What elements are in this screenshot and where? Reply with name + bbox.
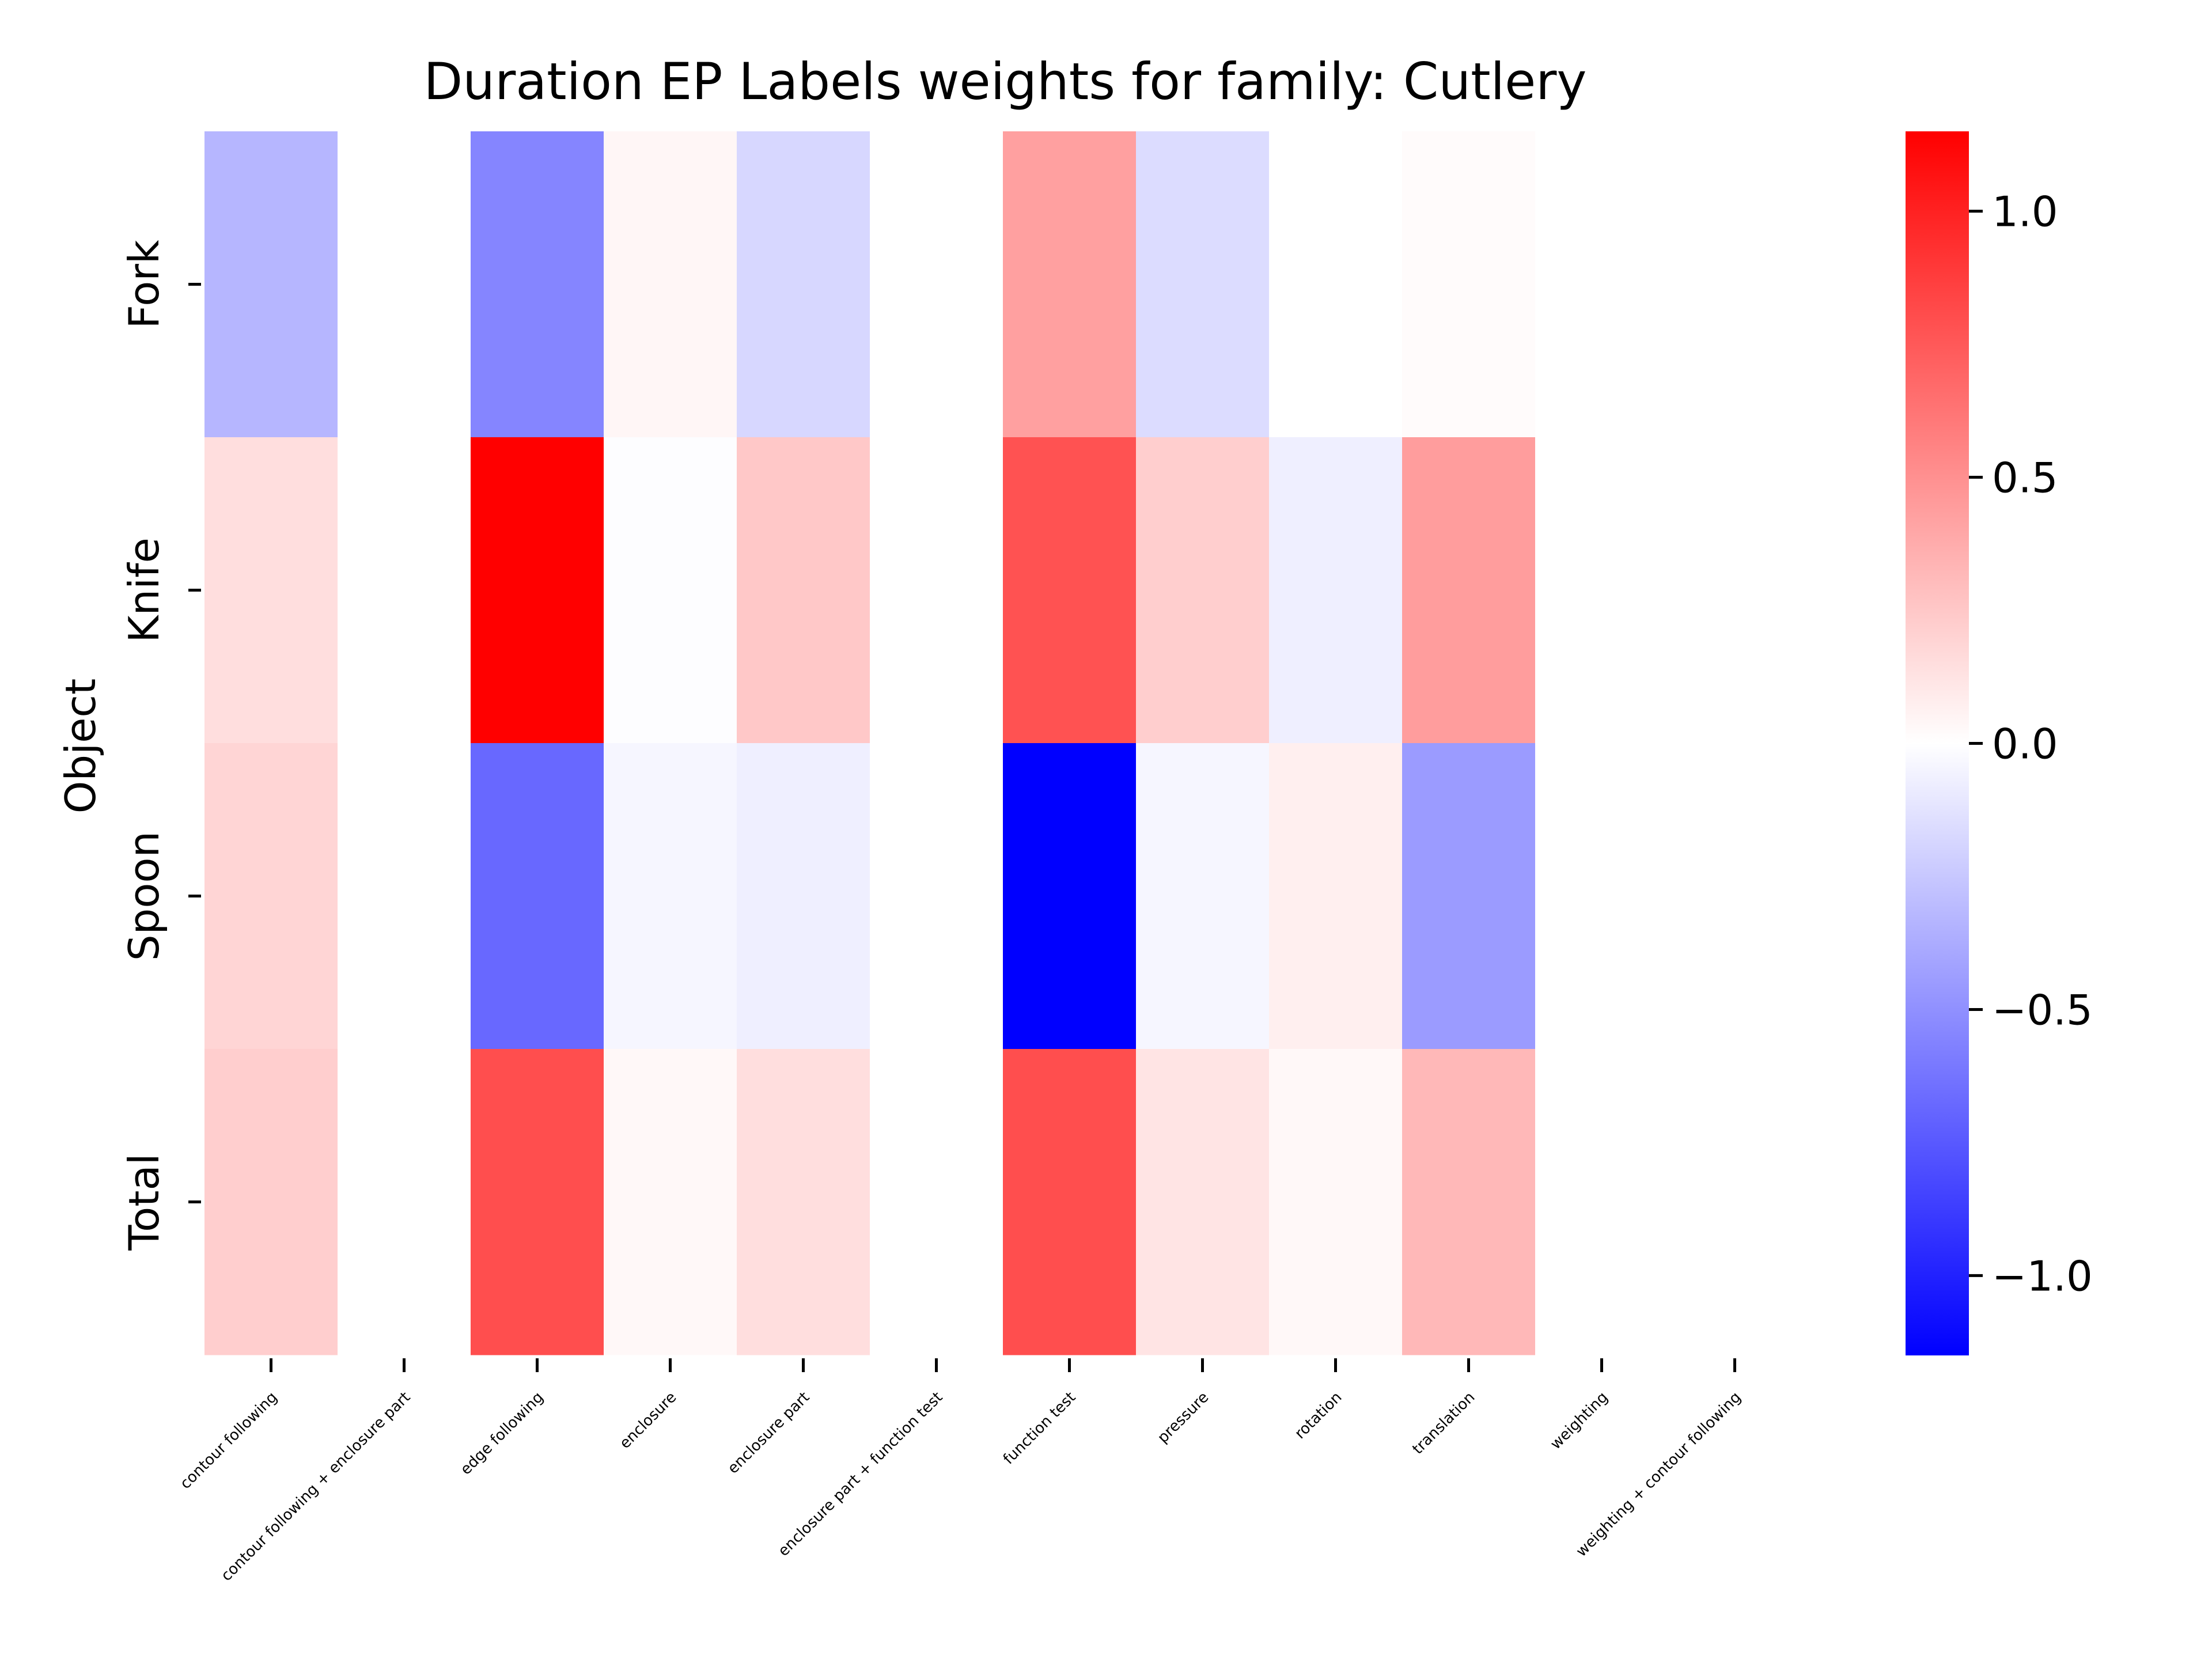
heatmap-cell	[1535, 437, 1669, 744]
colorbar-tick-label: −1.0	[1992, 1252, 2093, 1300]
heatmap-cell	[204, 131, 338, 438]
heatmap-cell	[1136, 743, 1270, 1050]
heatmap-cell	[1136, 1049, 1270, 1355]
heatmap-cell	[1136, 437, 1270, 744]
heatmap-cell	[338, 743, 471, 1050]
colorbar-ticks: 1.0 0.5 0.0 −0.5 −1.0	[1969, 188, 2093, 1300]
chart-title: Duration EP Labels weights for family: C…	[424, 52, 1587, 111]
colorbar-tick-label: −0.5	[1992, 986, 2093, 1034]
heatmap-cell	[1668, 131, 1802, 438]
colorbar-tick-label: 0.0	[1992, 720, 2058, 768]
heatmap-cell	[604, 743, 737, 1050]
x-tick-label: contour following	[177, 1389, 281, 1493]
heatmap-cell	[204, 743, 338, 1050]
heatmap-cell	[1269, 1049, 1403, 1355]
heatmap-cell	[1402, 437, 1536, 744]
x-tick-label: pressure	[1154, 1389, 1213, 1447]
heatmap-cell	[604, 437, 737, 744]
heatmap-cell	[870, 1049, 1003, 1355]
y-tick-label: Spoon	[120, 831, 168, 961]
heatmap-cell	[1668, 1049, 1802, 1355]
colorbar-tick-label: 1.0	[1992, 188, 2058, 236]
y-tick-label: Knife	[120, 537, 168, 643]
x-tick-label: enclosure part + function test	[775, 1389, 946, 1560]
y-tick-label: Total	[120, 1153, 168, 1251]
heatmap-cells	[204, 131, 1802, 1355]
x-tick-label: enclosure part	[725, 1389, 813, 1478]
x-tick-label: weighting	[1547, 1389, 1612, 1453]
heatmap-cell	[1269, 437, 1403, 744]
heatmap-cell	[737, 131, 870, 438]
x-tick-label: translation	[1409, 1389, 1478, 1458]
heatmap-cell	[1003, 1049, 1137, 1355]
heatmap-cell	[604, 1049, 737, 1355]
y-ticks: Fork Knife Spoon Total	[120, 240, 201, 1251]
x-tick-label: edge following	[457, 1389, 547, 1479]
heatmap-cell	[1003, 743, 1137, 1050]
heatmap-cell	[604, 131, 737, 438]
heatmap-cell	[737, 743, 870, 1050]
heatmap-cell	[1668, 437, 1802, 744]
heatmap-cell	[1535, 131, 1669, 438]
heatmap-cell	[471, 1049, 604, 1355]
heatmap-cell	[1269, 131, 1403, 438]
x-tick-label: rotation	[1291, 1389, 1345, 1442]
heatmap-cell	[1003, 437, 1137, 744]
y-axis-label: Object	[56, 679, 105, 814]
heatmap-cell	[1269, 743, 1403, 1050]
x-tick-label: enclosure	[616, 1389, 680, 1452]
heatmap-cell	[338, 437, 471, 744]
heatmap-cell	[338, 131, 471, 438]
heatmap-cell	[737, 1049, 870, 1355]
heatmap-cell	[870, 743, 1003, 1050]
colorbar	[1906, 131, 1969, 1355]
heatmap-cell	[1668, 743, 1802, 1050]
heatmap-cell	[1136, 131, 1270, 438]
heatmap-cell	[1402, 743, 1536, 1050]
heatmap-cell	[204, 1049, 338, 1355]
colorbar-tick-label: 0.5	[1992, 454, 2058, 502]
heatmap-cell	[1535, 743, 1669, 1050]
heatmap-cell	[737, 437, 870, 744]
heatmap-cell	[870, 131, 1003, 438]
heatmap-cell	[1402, 131, 1536, 438]
heatmap-cell	[1003, 131, 1137, 438]
heatmap-cell	[870, 437, 1003, 744]
heatmap-cell	[204, 437, 338, 744]
heatmap-cell	[471, 743, 604, 1050]
x-tick-label: weighting + contour following	[1573, 1389, 1745, 1560]
heatmap-cell	[338, 1049, 471, 1355]
heatmap-cell	[471, 131, 604, 438]
heatmap-cell	[1535, 1049, 1669, 1355]
heatmap-cell	[471, 437, 604, 744]
heatmap-cell	[1402, 1049, 1536, 1355]
x-tick-label: function test	[1000, 1389, 1079, 1468]
y-tick-label: Fork	[120, 240, 168, 329]
